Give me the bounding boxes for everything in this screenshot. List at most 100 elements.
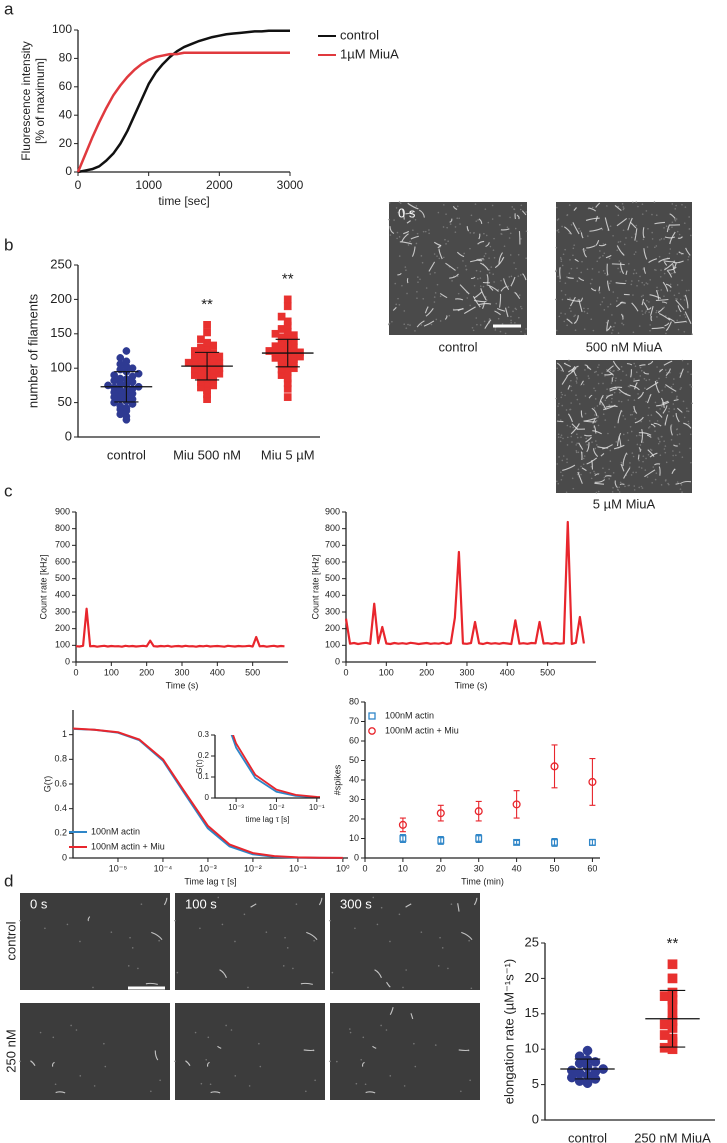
noise [578,227,580,230]
legend-label: 1µM MiuA [340,46,399,61]
noise [608,468,610,471]
noise [611,332,613,334]
noise [683,295,686,297]
noise [514,322,516,324]
filament [577,471,583,484]
noise [604,272,606,275]
x-tick-label: 60 [587,863,597,873]
noise [559,257,562,259]
filament [449,218,453,223]
noise [442,226,445,228]
error-bar [275,338,300,368]
noise [557,275,559,278]
y-tick-label: 100 [50,360,72,375]
noise [638,325,641,327]
noise [622,433,625,436]
noise [508,276,511,278]
noise [586,312,589,315]
noise [663,227,665,229]
noise [649,329,651,332]
noise [441,947,444,949]
noise [626,453,629,455]
noise [445,243,447,245]
noise [691,333,693,335]
noise [597,415,599,418]
filament [637,454,640,460]
filament [600,400,607,410]
noise [205,1058,208,1061]
image-bg [175,893,325,990]
noise [576,267,578,269]
noise [422,297,425,300]
noise [586,443,589,446]
noise [405,327,408,329]
filament [639,364,646,367]
noise [419,278,421,281]
noise [634,365,637,368]
noise [676,395,678,398]
noise [635,471,637,474]
filament [620,463,625,472]
noise [644,387,646,389]
noise [597,424,600,427]
noise [609,449,612,452]
noise [571,441,573,443]
noise [675,428,678,431]
filament [588,207,597,212]
filament [206,1061,210,1067]
noise [601,404,603,406]
noise [576,378,578,380]
filament [595,240,600,246]
noise [560,290,563,292]
noise [435,318,438,321]
noise [638,434,641,436]
data-point [265,347,274,355]
noise [444,238,446,241]
noise [514,227,517,230]
noise [642,294,644,297]
noise [372,896,375,899]
noise [415,205,418,207]
data-point [475,835,483,842]
micrograph [19,1003,170,1100]
noise [52,1036,55,1039]
filament [496,308,506,312]
noise [633,399,636,401]
noise [456,267,459,269]
noise [655,309,658,312]
filament [30,1060,36,1066]
noise [617,241,620,243]
noise [464,265,467,267]
noise [481,304,483,306]
x-tick-label: 250 nM MiuA [634,1130,711,1143]
filament [675,299,685,311]
noise [619,391,621,394]
noise [690,373,692,376]
filament [424,306,429,314]
noise [647,453,650,456]
noise [454,226,457,228]
noise [665,461,668,464]
filament [665,283,672,288]
x-tick-label: Miu 500 nM [173,447,241,462]
noise [479,270,482,273]
filament [586,245,596,249]
noise [437,965,440,967]
y-axis-label: G(τ) [42,776,52,793]
noise [558,315,561,318]
noise [456,205,459,208]
filament [678,251,684,255]
noise [631,452,634,454]
y-tick-label: 500 [55,573,70,583]
filament [592,418,596,424]
noise [620,461,623,464]
noise [575,376,578,379]
noise [509,216,511,219]
noise [286,947,289,949]
filament [658,466,661,476]
noise [637,205,639,208]
noise [104,1065,107,1068]
noise [511,206,514,208]
noise [622,229,625,232]
